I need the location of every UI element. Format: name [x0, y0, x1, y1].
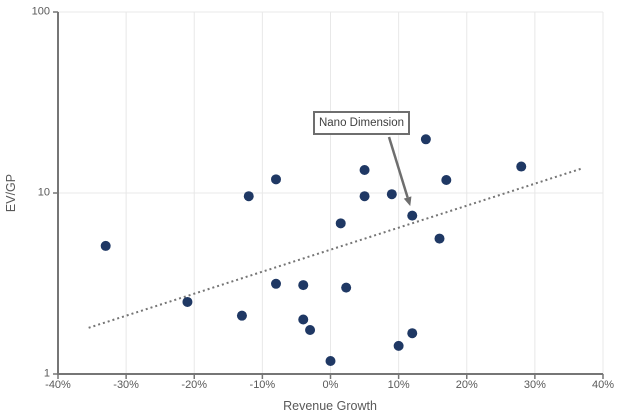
- scatter-point: [359, 164, 370, 175]
- y-tick-label: 100: [31, 5, 50, 18]
- x-tick-label: -30%: [113, 379, 139, 391]
- scatter-point: [434, 233, 445, 244]
- trend-line: [88, 167, 583, 329]
- scatter-point: [516, 161, 527, 172]
- scatter-point: [236, 310, 247, 321]
- scatter-point: [182, 296, 193, 307]
- x-tick-label: 20%: [455, 379, 478, 391]
- annotation-label: Nano Dimension: [318, 117, 404, 129]
- annotation-callout: Nano Dimension: [313, 111, 410, 135]
- scatter-point: [359, 191, 370, 202]
- scatter-point: [341, 282, 352, 293]
- scatter-point: [298, 280, 309, 291]
- y-axis-title: EV/GP: [4, 173, 18, 213]
- x-tick-label: 10%: [387, 379, 410, 391]
- scatter-point: [407, 328, 418, 339]
- scatter-point: [325, 355, 336, 366]
- x-tick-label: 40%: [591, 379, 615, 391]
- annotation-arrowhead: [403, 196, 412, 207]
- scatter-point: [441, 174, 452, 185]
- x-tick-label: -20%: [181, 379, 208, 391]
- scatter-point: [393, 340, 404, 351]
- y-tick-label: 1: [43, 367, 50, 380]
- scatter-point: [298, 314, 309, 325]
- y-tick-label: 10: [37, 186, 50, 199]
- scatter-point: [243, 191, 254, 202]
- x-tick-label: 30%: [523, 379, 546, 391]
- x-tick-label: 0%: [322, 379, 339, 391]
- scatter-point: [386, 189, 397, 200]
- annotation-arrow: [387, 136, 409, 198]
- scatter-point: [100, 240, 111, 251]
- scatter-point: [305, 325, 316, 336]
- scatter-point: [335, 218, 346, 229]
- scatter-point: [271, 174, 281, 185]
- scatter-point: [271, 278, 281, 289]
- x-tick-label: -40%: [45, 379, 71, 391]
- scatter-point: [420, 134, 431, 145]
- x-axis-title: Revenue Growth: [283, 399, 377, 413]
- x-tick-label: -10%: [249, 379, 276, 391]
- scatter-point: [407, 210, 418, 221]
